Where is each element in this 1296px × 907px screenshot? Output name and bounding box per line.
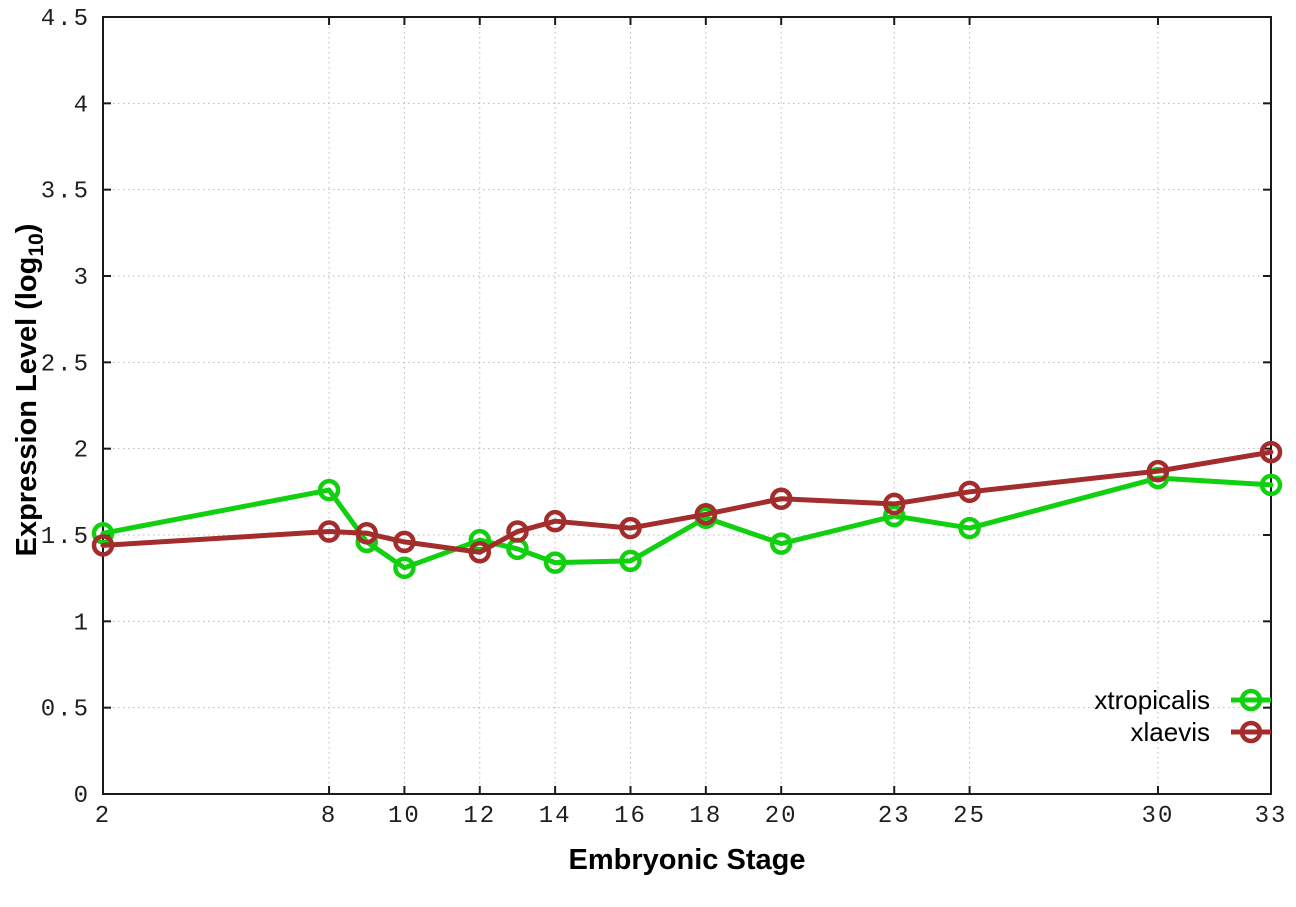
x-tick-label: 8 bbox=[321, 803, 337, 830]
x-tick-label: 33 bbox=[1255, 803, 1288, 830]
data-point-marker bbox=[91, 534, 115, 557]
y-axis-title-subscript: 10 bbox=[25, 233, 48, 256]
y-axis-title-main: Expression Level (log bbox=[11, 257, 43, 557]
data-point-marker bbox=[769, 487, 793, 510]
data-point-marker bbox=[468, 528, 492, 552]
gridlines bbox=[103, 17, 1271, 794]
data-point-marker bbox=[543, 509, 567, 533]
data-point-marker bbox=[1259, 440, 1283, 464]
x-tick-label: 12 bbox=[463, 803, 496, 830]
x-tick-label: 25 bbox=[953, 803, 986, 830]
data-point-marker bbox=[619, 516, 642, 540]
series-xtropicalis bbox=[91, 466, 1283, 580]
data-point-marker bbox=[958, 480, 981, 504]
legend-marker-icon bbox=[1239, 688, 1263, 712]
y-tick-label: 1 bbox=[74, 610, 90, 637]
data-point-marker bbox=[882, 492, 906, 516]
x-tick-label: 10 bbox=[388, 803, 421, 830]
data-point-marker bbox=[1146, 459, 1170, 483]
y-tick-label: 0.5 bbox=[41, 697, 90, 724]
series-xlaevis bbox=[91, 440, 1283, 564]
data-point-marker bbox=[317, 520, 341, 543]
data-series bbox=[91, 440, 1283, 580]
y-tick-label: 3 bbox=[74, 265, 90, 292]
y-tick-label: 2.5 bbox=[41, 351, 90, 378]
data-point-marker bbox=[543, 551, 567, 574]
data-point-marker bbox=[468, 541, 492, 564]
y-tick-labels: 0 0.5 1 1.5 2 2.5 3 3.5 4 4.5 bbox=[41, 6, 90, 810]
x-tick-label: 18 bbox=[689, 803, 722, 830]
axis-ticks bbox=[102, 16, 1272, 795]
x-tick-label: 20 bbox=[765, 803, 798, 830]
data-point-marker bbox=[619, 549, 642, 573]
data-point-marker bbox=[506, 520, 529, 543]
x-tick-label: 2 bbox=[95, 803, 111, 830]
y-axis-title-close: ) bbox=[11, 224, 43, 234]
y-tick-label: 4.5 bbox=[41, 6, 90, 33]
series-line-xlaevis bbox=[100, 449, 1274, 555]
y-tick-label: 3.5 bbox=[41, 179, 90, 206]
data-point-marker bbox=[355, 522, 378, 545]
data-point-marker bbox=[694, 503, 718, 526]
legend-label-xlaevis: xlaevis bbox=[1131, 717, 1210, 747]
x-tick-label: 16 bbox=[614, 803, 647, 830]
y-axis-title: Expression Level (log10) bbox=[11, 224, 48, 557]
data-point-marker bbox=[882, 504, 906, 528]
legend-marker-icon bbox=[1239, 720, 1263, 744]
y-tick-label: 1.5 bbox=[41, 524, 90, 551]
data-point-marker bbox=[393, 556, 416, 580]
legend: xtropicalis xlaevis bbox=[1094, 685, 1271, 747]
data-point-marker bbox=[91, 522, 115, 545]
legend-entry-xtropicalis: xtropicalis bbox=[1094, 685, 1271, 715]
data-point-marker bbox=[393, 530, 416, 554]
x-tick-label: 23 bbox=[878, 803, 911, 830]
y-tick-label: 2 bbox=[74, 438, 90, 465]
plot-border bbox=[102, 16, 1272, 795]
data-point-marker bbox=[1259, 473, 1283, 497]
legend-label-xtropicalis: xtropicalis bbox=[1094, 685, 1210, 715]
data-point-marker bbox=[958, 516, 981, 540]
legend-entry-xlaevis: xlaevis bbox=[1131, 717, 1271, 747]
x-tick-labels: 2 8 10 12 14 16 18 20 23 25 30 33 bbox=[95, 803, 1288, 830]
y-tick-label: 4 bbox=[74, 92, 90, 119]
data-point-marker bbox=[317, 478, 341, 502]
x-tick-label: 14 bbox=[539, 803, 572, 830]
x-axis-title: Embryonic Stage bbox=[569, 844, 806, 876]
data-point-marker bbox=[769, 532, 793, 555]
y-tick-label: 0 bbox=[74, 783, 90, 810]
series-line-xtropicalis bbox=[100, 475, 1274, 571]
x-tick-label: 30 bbox=[1142, 803, 1175, 830]
